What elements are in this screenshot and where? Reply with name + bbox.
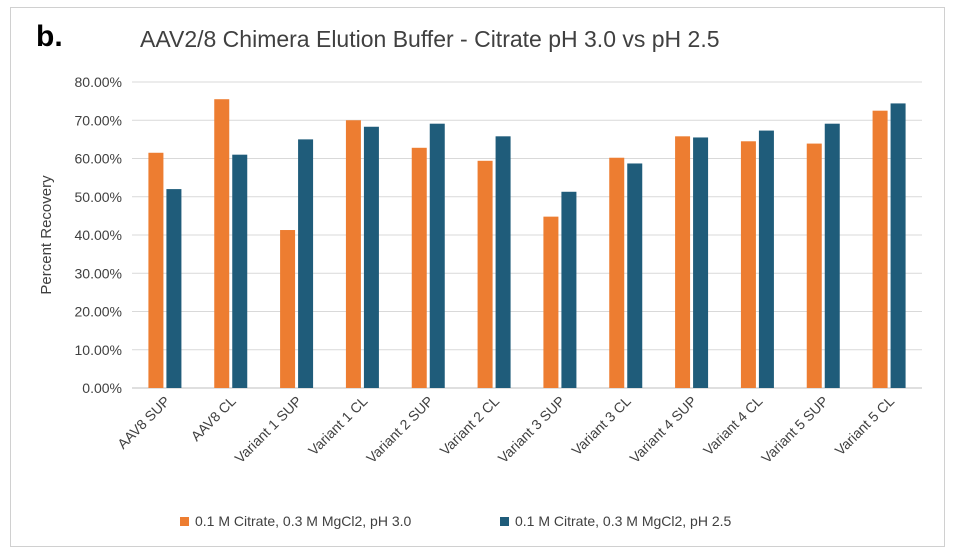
x-tick-label: AAV8 CL <box>188 393 239 444</box>
bar-ph25 <box>693 137 709 388</box>
legend-item-ph25: 0.1 M Citrate, 0.3 M MgCl2, pH 2.5 <box>500 513 731 529</box>
x-tick-label: Variant 1 SUP <box>231 393 304 466</box>
bar-ph25 <box>758 130 774 388</box>
legend-swatch-ph30 <box>180 516 189 526</box>
legend-item-ph30: 0.1 M Citrate, 0.3 M MgCl2, pH 3.0 <box>180 513 411 529</box>
bar-ph25 <box>298 139 314 388</box>
y-tick-label: 70.00% <box>75 112 122 128</box>
x-tick-label: Variant 5 SUP <box>758 393 831 466</box>
legend-label-ph30: 0.1 M Citrate, 0.3 M MgCl2, pH 3.0 <box>195 513 412 529</box>
y-tick-label: 0.00% <box>82 380 122 396</box>
bar-ph25 <box>890 103 906 389</box>
bar-ph25 <box>495 136 511 388</box>
bar-ph30 <box>675 136 691 388</box>
y-tick-label: 10.00% <box>75 342 122 358</box>
bar-ph25 <box>232 154 248 388</box>
bar-ph30 <box>609 157 625 388</box>
y-tick-label: 80.00% <box>75 74 122 90</box>
x-tick-label: Variant 1 CL <box>305 393 371 459</box>
bar-ph30 <box>345 120 361 388</box>
chart-title: AAV2/8 Chimera Elution Buffer - Citrate … <box>140 26 720 52</box>
bar-ph25 <box>429 123 445 388</box>
bar-ph30 <box>872 110 888 388</box>
bar-ph25 <box>166 189 182 388</box>
y-tick-label: 20.00% <box>75 304 122 320</box>
x-tick-label: Variant 4 SUP <box>626 393 699 466</box>
bar-ph30 <box>214 99 230 389</box>
bar-ph25 <box>561 191 577 388</box>
bar-ph30 <box>148 152 164 388</box>
bar-ph30 <box>411 147 427 388</box>
bar-ph25 <box>824 123 840 388</box>
y-axis-label: Percent Recovery <box>38 175 55 295</box>
x-tick-label: Variant 2 CL <box>437 393 503 459</box>
x-tick-label: AAV8 SUP <box>114 393 173 452</box>
legend-label-ph25: 0.1 M Citrate, 0.3 M MgCl2, pH 2.5 <box>515 513 732 529</box>
y-tick-label: 60.00% <box>75 151 122 167</box>
bar-ph25 <box>627 163 643 388</box>
bar-ph30 <box>280 230 296 388</box>
y-tick-label: 50.00% <box>75 189 122 205</box>
bar-ph30 <box>477 160 493 388</box>
x-tick-label: Variant 2 SUP <box>363 393 436 466</box>
panel-label: b. <box>36 20 63 53</box>
chart-frame <box>10 7 945 547</box>
x-tick-label: Variant 3 CL <box>568 393 634 459</box>
bar-ph30 <box>543 216 559 388</box>
y-tick-label: 30.00% <box>75 265 122 281</box>
bar-ph30 <box>806 143 822 388</box>
bar-ph25 <box>363 126 379 388</box>
legend-swatch-ph25 <box>500 516 509 526</box>
x-tick-label: Variant 3 SUP <box>495 393 568 466</box>
x-tick-label: Variant 4 CL <box>700 393 766 459</box>
bar-ph30 <box>740 141 756 388</box>
y-tick-label: 40.00% <box>75 227 122 243</box>
x-tick-label: Variant 5 CL <box>832 393 898 459</box>
